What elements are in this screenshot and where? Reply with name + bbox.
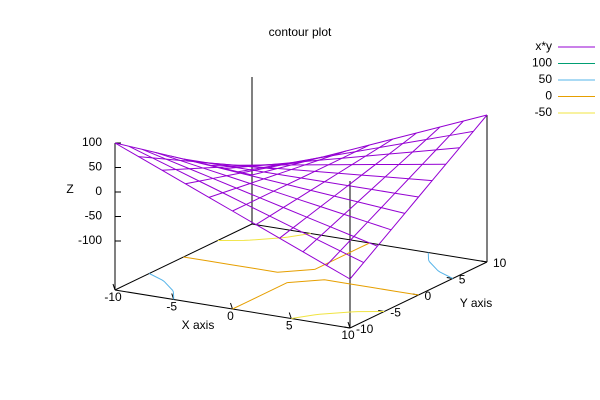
x-tick bbox=[347, 321, 351, 329]
legend-label: 100 bbox=[532, 56, 552, 70]
x-tick-label: -10 bbox=[104, 290, 122, 304]
x-tick-label: -5 bbox=[166, 300, 177, 314]
surface-mesh-line bbox=[349, 114, 488, 280]
surface-mesh-line bbox=[302, 126, 441, 253]
y-tick bbox=[480, 260, 488, 263]
y-tick-label: -10 bbox=[356, 322, 374, 336]
chart-title: contour plot bbox=[269, 25, 332, 39]
surface-mesh-line bbox=[185, 156, 323, 185]
x-tick bbox=[112, 283, 116, 291]
z-tick-label: 100 bbox=[82, 135, 102, 149]
y-tick-label: 0 bbox=[425, 289, 432, 303]
z-tick-label: 0 bbox=[95, 184, 102, 198]
z-tick-label: -50 bbox=[85, 209, 103, 223]
contour-line bbox=[217, 233, 385, 319]
z-tick-label: -100 bbox=[78, 233, 102, 247]
surface-mesh-line bbox=[279, 132, 417, 239]
legend-label: 50 bbox=[539, 72, 553, 86]
x-tick-label: 10 bbox=[341, 328, 355, 342]
surface-mesh-line bbox=[232, 144, 370, 212]
legend-label: x*y bbox=[535, 39, 552, 53]
surface-mesh-line bbox=[326, 120, 464, 266]
legend-label: -50 bbox=[535, 105, 553, 119]
z-axis-label: Z bbox=[66, 182, 73, 196]
z-tick-label: 50 bbox=[89, 160, 103, 174]
surface-mesh-line bbox=[208, 150, 347, 198]
y-tick-label: 5 bbox=[459, 273, 466, 287]
y-axis-label: Y axis bbox=[460, 296, 492, 310]
x-tick-label: 5 bbox=[286, 319, 293, 333]
surface-mesh-line bbox=[255, 138, 394, 226]
y-tick bbox=[343, 326, 351, 329]
x-tick bbox=[288, 312, 292, 319]
x-tick-label: 0 bbox=[227, 309, 234, 323]
surface-mesh-line bbox=[138, 156, 276, 170]
contour-line bbox=[115, 262, 487, 290]
contour-line bbox=[183, 242, 419, 310]
surface-mesh-line bbox=[161, 162, 300, 171]
y-tick-label: -5 bbox=[390, 306, 401, 320]
x-axis-label: X axis bbox=[182, 318, 215, 332]
y-tick-label: 10 bbox=[493, 256, 507, 270]
surface-mesh-line bbox=[114, 142, 253, 176]
legend-label: 0 bbox=[545, 89, 552, 103]
x-tick bbox=[230, 302, 233, 310]
contour-line bbox=[149, 252, 453, 300]
